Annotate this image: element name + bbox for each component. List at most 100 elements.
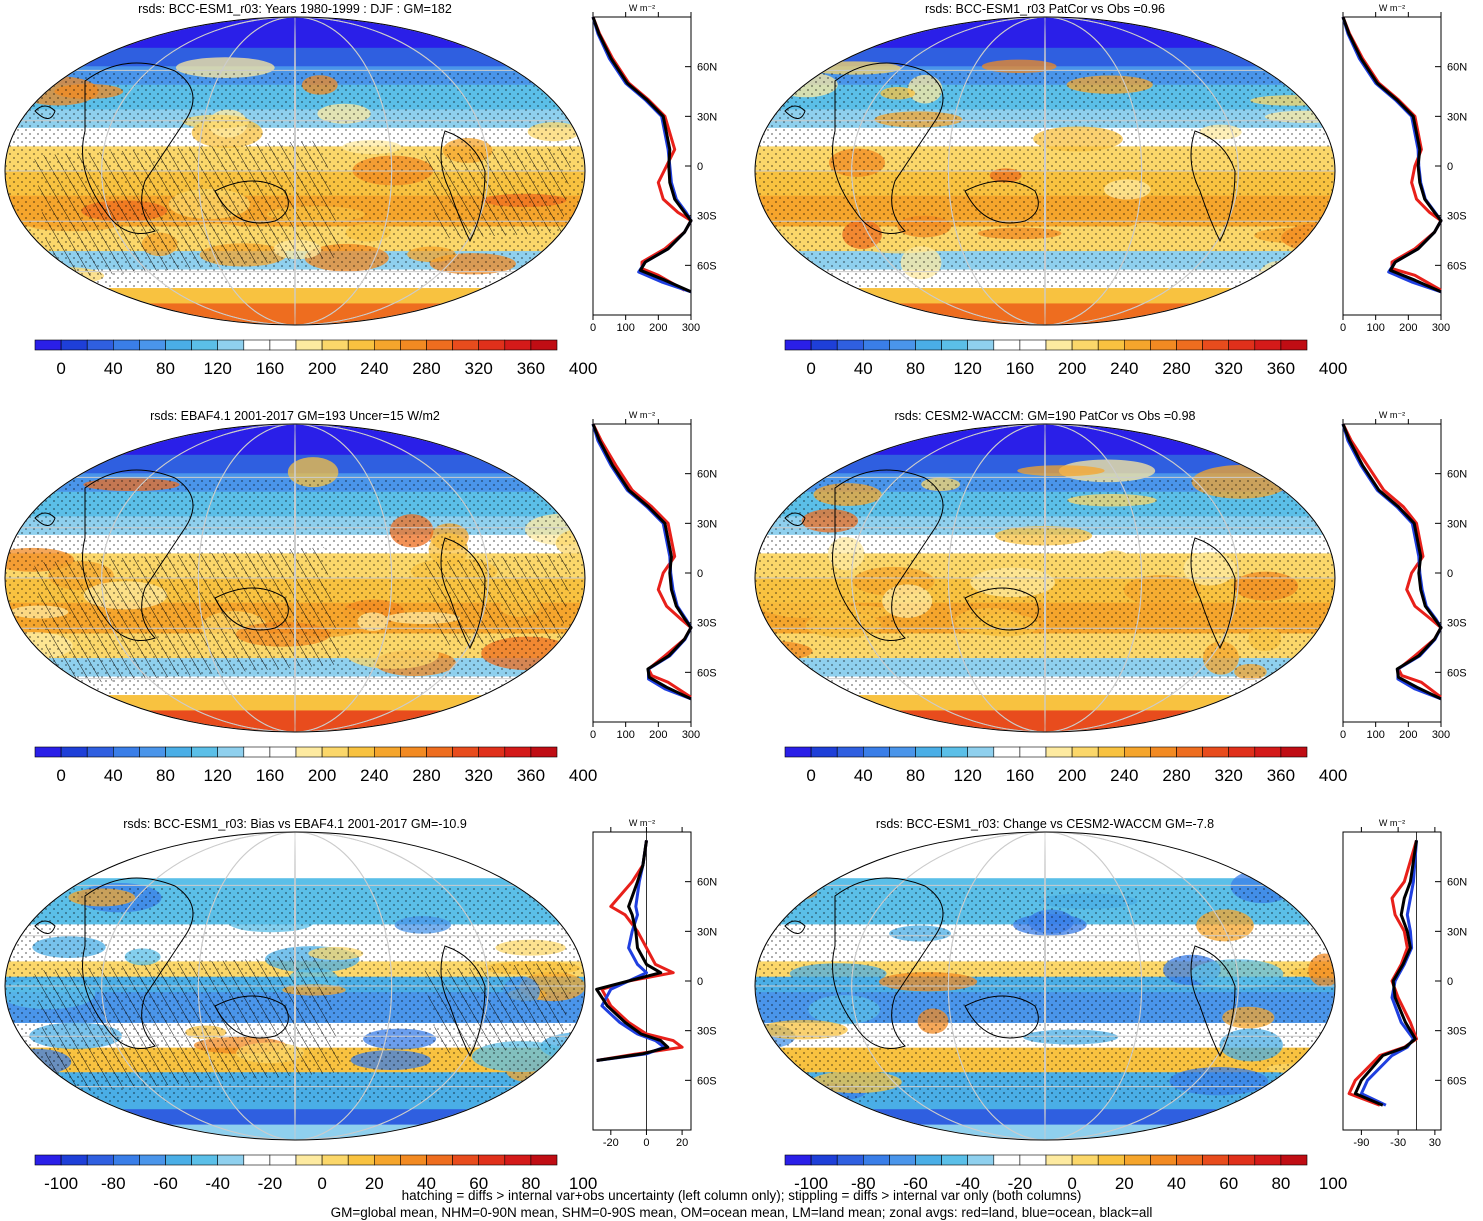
colorbar-swatch <box>426 1154 453 1166</box>
colorbar-label: 320 <box>465 359 493 378</box>
colorbar-swatch <box>889 339 916 351</box>
colorbar-label: 0 <box>56 359 65 378</box>
colorbar-swatch <box>400 746 427 758</box>
colorbar-swatch <box>1228 339 1256 351</box>
zonal-series-ocean <box>596 840 666 1062</box>
colorbar-swatch <box>139 1154 166 1166</box>
colorbar-swatch <box>113 1154 140 1166</box>
map-outline <box>4 423 586 733</box>
map-field <box>5 17 585 325</box>
colorbar-swatch <box>967 1154 995 1166</box>
colorbar-label: 20 <box>1115 1174 1134 1193</box>
colorbar-swatch <box>1019 1154 1047 1166</box>
footnote-line-1: hatching = diffs > internal var+obs unce… <box>401 1188 1082 1203</box>
zonal-lat-label: 30S <box>1447 618 1467 630</box>
colorbar-swatch <box>373 339 401 351</box>
colorbar-swatch <box>373 746 401 758</box>
colorbar-label: 320 <box>465 766 493 785</box>
colorbar-swatch <box>1097 1154 1125 1166</box>
colorbar-label: -40 <box>205 1174 230 1193</box>
colorbar-swatch <box>1202 339 1230 351</box>
map-title: rsds: BCC-ESM1_r03: Years 1980-1999 : DJ… <box>138 2 452 16</box>
zonal-series-land <box>596 840 684 1062</box>
map-field <box>5 424 585 732</box>
zonal-x-tick-label: 200 <box>649 729 667 741</box>
colorbar-swatch <box>1071 339 1099 351</box>
colorbar-swatch <box>1097 746 1125 758</box>
colorbar-label: 80 <box>156 766 175 785</box>
zonal-frame <box>592 831 692 1131</box>
colorbar: 0 40 80 120 160 200 240 280 320 360 400 <box>784 339 1347 378</box>
panel-graphics: 0 40 80 120 160 200 240 280 320 360 400 W m⁻² 60N 30N… <box>4 410 717 785</box>
colorbar-swatch <box>60 339 88 351</box>
colorbar-swatch <box>1176 339 1203 351</box>
colorbar-swatch <box>34 1154 62 1166</box>
zonal-lat-label: 60S <box>697 1075 717 1087</box>
colorbar-swatch <box>504 746 532 758</box>
map-outline <box>754 423 1336 733</box>
map-outline <box>754 16 1336 326</box>
colorbar-label: 320 <box>1215 359 1243 378</box>
colorbar-label: 160 <box>1006 766 1034 785</box>
zonal-mean-plot: W m⁻² 60N 30N 0 30S 60S 0 100 200 300 <box>590 410 717 741</box>
footnote-line-2: GM=global mean, NHM=0-90N mean, SHM=0-90… <box>330 1205 1153 1220</box>
colorbar-swatch <box>1228 746 1256 758</box>
zonal-lat-label: 60N <box>1447 877 1467 889</box>
colorbar-swatch <box>269 1154 297 1166</box>
zonal-series-all <box>1353 840 1418 1107</box>
zonal-unit-label: W m⁻² <box>629 3 655 13</box>
coastlines <box>34 877 486 1058</box>
zonal-x-tick-label: 300 <box>682 322 700 334</box>
panel-graphics: -100 -80 -60 -40 -20 0 20 40 60 80 100 W m⁻² 60N 30N 0… <box>754 818 1467 1193</box>
zonal-mean-plot: W m⁻² 60N 30N 0 30S 60S 0 100 200 300 <box>590 3 717 334</box>
colorbar-label: 280 <box>1162 766 1190 785</box>
zonal-x-tick-label: -90 <box>1353 1137 1369 1149</box>
map-field <box>755 832 1335 1140</box>
colorbar-swatch <box>1071 1154 1099 1166</box>
colorbar-swatch <box>269 746 297 758</box>
zonal-x-tick-label: 100 <box>616 322 634 334</box>
colorbar-swatch <box>863 746 890 758</box>
colorbar-swatch <box>217 746 245 758</box>
colorbar-swatch <box>426 746 453 758</box>
coastlines <box>34 469 486 650</box>
colorbar-swatch <box>1045 339 1073 351</box>
zonal-unit-label: W m⁻² <box>629 818 655 828</box>
colorbar-swatch <box>915 746 942 758</box>
colorbar: 0 40 80 120 160 200 240 280 320 360 400 <box>34 339 597 378</box>
colorbar-label: -40 <box>955 1174 980 1193</box>
zonal-lat-label: 30N <box>697 518 717 530</box>
colorbar-swatch <box>1176 1154 1203 1166</box>
zonal-x-tick-label: 200 <box>649 322 667 334</box>
zonal-unit-label: W m⁻² <box>1379 410 1405 420</box>
colorbar-label: -80 <box>851 1174 876 1193</box>
zonal-lat-label: 30N <box>697 111 717 123</box>
colorbar-label: 80 <box>1271 1174 1290 1193</box>
colorbar-label: 120 <box>204 766 232 785</box>
colorbar-swatch <box>1150 746 1177 758</box>
colorbar-label: 240 <box>1110 359 1138 378</box>
zonal-lat-label: 0 <box>697 976 703 988</box>
colorbar-label: 40 <box>104 766 123 785</box>
colorbar-label: 0 <box>56 766 65 785</box>
colorbar: -100 -80 -60 -40 -20 0 20 40 60 80 100 <box>784 1154 1347 1193</box>
colorbar-swatch <box>863 1154 890 1166</box>
zonal-lat-label: 0 <box>697 161 703 173</box>
zonal-mean-plot: W m⁻² 60N 30N 0 30S 60S 0 100 200 300 <box>1340 3 1467 334</box>
zonal-x-tick-label: 0 <box>643 1137 649 1149</box>
colorbar-label: 400 <box>1319 766 1347 785</box>
panel-graphics: -100 -80 -60 -40 -20 0 20 40 60 80 100 W m⁻² 60N 30N 0… <box>4 818 717 1193</box>
colorbar-swatch <box>113 746 140 758</box>
colorbar-label: -20 <box>1008 1174 1033 1193</box>
colorbar-swatch <box>191 746 219 758</box>
zonal-series-all <box>591 423 693 701</box>
colorbar-swatch <box>400 339 427 351</box>
colorbar-label: 200 <box>1058 359 1086 378</box>
colorbar-swatch <box>217 1154 245 1166</box>
colorbar-swatch <box>993 746 1021 758</box>
colorbar-swatch <box>1019 339 1047 351</box>
zonal-series-all <box>1341 16 1443 294</box>
colorbar-swatch <box>295 1154 323 1166</box>
coastlines <box>784 469 1236 650</box>
colorbar-swatch <box>295 746 323 758</box>
